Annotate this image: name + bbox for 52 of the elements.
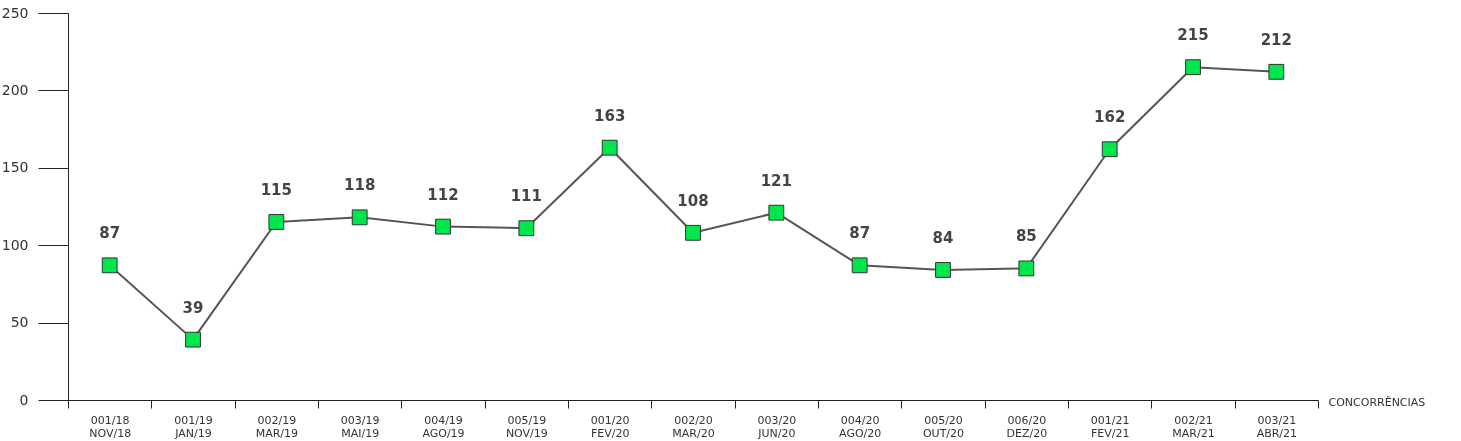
y-tick-label: 50 — [10, 314, 29, 331]
data-label: 84 — [932, 228, 954, 247]
data-label: 108 — [677, 191, 709, 210]
point — [1101, 141, 1118, 158]
data-label: 215 — [1177, 26, 1209, 45]
x-tick-label: 001/18 NOV/18 — [89, 413, 132, 440]
x-tick-label: 001/20 FEV/20 — [590, 413, 630, 440]
point — [185, 331, 201, 348]
data-label: 118 — [344, 176, 376, 195]
y-tick-label: 0 — [19, 391, 29, 408]
x-tick-label: 004/19 AGO/19 — [422, 413, 465, 440]
y-tick-label: 250 — [1, 4, 29, 21]
data-label: 112 — [427, 185, 459, 204]
x-tick-label: 001/19 JAN/19 — [174, 413, 213, 440]
data-label: 111 — [510, 187, 542, 206]
data-label: 85 — [1015, 227, 1037, 246]
point — [1268, 63, 1285, 80]
point — [518, 220, 535, 237]
point — [101, 257, 118, 274]
data-label: 163 — [594, 106, 626, 125]
x-tick-label: 006/20 DEZ/20 — [1006, 413, 1048, 440]
point — [768, 204, 785, 221]
point — [268, 214, 285, 230]
point — [601, 139, 618, 156]
x-tick-label: 003/20 JUN/20 — [757, 413, 797, 440]
x-tick-label: 002/20 MAR/20 — [672, 413, 715, 440]
x-tick-label: 005/20 OUT/20 — [922, 413, 965, 440]
data-label: 212 — [1260, 30, 1292, 49]
data-label: 87 — [99, 224, 121, 243]
x-tick-label: 001/21 FEV/21 — [1090, 413, 1130, 440]
x-axis-title: CONCORRÊNCIAS — [1328, 395, 1426, 409]
x-tick-label: 005/19 NOV/19 — [505, 413, 548, 440]
point — [1185, 59, 1201, 76]
point — [1018, 260, 1035, 277]
x-tick-label: 004/20 AGO/20 — [839, 413, 882, 440]
point — [351, 209, 368, 226]
data-label: 39 — [182, 298, 204, 317]
point — [685, 224, 701, 241]
point — [435, 218, 451, 235]
x-tick-label: 002/19 MAR/19 — [255, 413, 299, 440]
point — [851, 257, 868, 274]
point — [935, 262, 951, 278]
x-tick-label: 002/21 MAR/21 — [1172, 413, 1215, 440]
data-label: 87 — [849, 224, 871, 243]
data-label: 121 — [760, 171, 792, 190]
x-tick-label: 003/21 ABR/21 — [1256, 413, 1298, 440]
y-tick-label: 100 — [1, 236, 29, 253]
data-label: 115 — [260, 180, 292, 199]
data-label: 162 — [1094, 108, 1126, 127]
y-tick-label: 200 — [1, 81, 29, 98]
y-tick-label: 150 — [1, 159, 29, 176]
x-tick-label: 003/19 MAI/19 — [340, 413, 380, 440]
